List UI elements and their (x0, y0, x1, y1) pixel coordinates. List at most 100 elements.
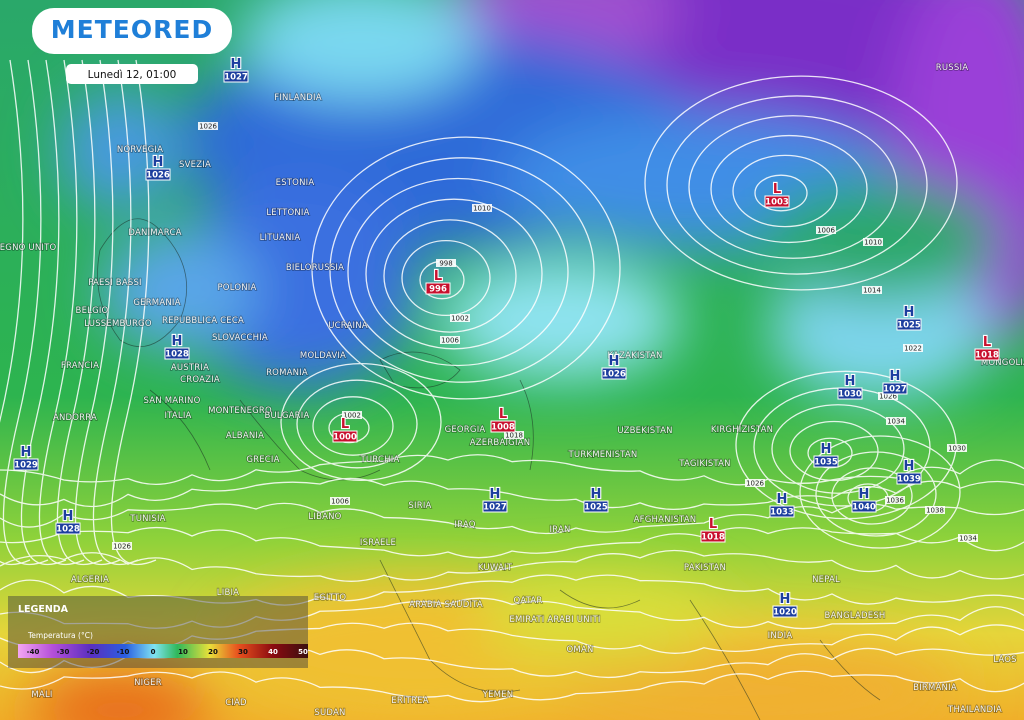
isobar (296, 379, 418, 469)
country-label: LAOS (993, 655, 1016, 665)
isobar (0, 59, 31, 566)
isobar-label: 1014 (863, 287, 881, 295)
country-label: AUSTRIA (171, 363, 209, 373)
country-label: SAN MARINO (143, 396, 200, 406)
isobar-label-box (863, 238, 883, 246)
country-label: ESTONIA (276, 178, 315, 188)
country-label: ALBANIA (226, 431, 264, 441)
isobar-label-box (198, 122, 218, 130)
isobar (312, 396, 394, 456)
country-label: ERITREA (391, 696, 428, 706)
isobar-label-box (436, 259, 456, 267)
pressure-type: H (591, 487, 602, 502)
pressure-value-box (164, 347, 190, 360)
pressure-value-box (145, 168, 171, 181)
temperature-blob (180, 170, 420, 390)
isobar (383, 219, 517, 333)
isobar-label-box (886, 417, 906, 425)
pressure-value-box (813, 455, 839, 468)
country-label: TURCHIA (360, 455, 400, 465)
pressure-type: H (904, 459, 915, 474)
legend-tick-label: 30 (238, 648, 248, 656)
logo: METEORED (51, 15, 213, 44)
isobar (0, 574, 1024, 606)
pressure-value: 1035 (814, 458, 838, 468)
legend-scale (18, 644, 308, 658)
country-label: SIRIA (408, 501, 431, 511)
isobar (0, 597, 1024, 630)
country-label: NIGER (134, 678, 162, 688)
country-label: BULGARIA (264, 411, 309, 421)
country-label: GERMANIA (133, 298, 180, 308)
pressure-value-box (772, 605, 798, 618)
isobar-label: 998 (439, 260, 452, 268)
country-label: BANGLADESH (824, 611, 885, 621)
country-label: KIRGHIZISTAN (711, 425, 773, 435)
pressure-value: 1027 (883, 385, 907, 395)
country-label: MONTENEGRO (208, 406, 272, 416)
pressure-type: L (499, 407, 507, 422)
country-label: REPUBBLICA CECA (162, 316, 244, 326)
pressure-type: H (845, 374, 856, 389)
country-label: SUDAN (314, 708, 345, 718)
pressure-value: 1028 (56, 525, 80, 535)
isobar-label: 1006 (331, 498, 349, 506)
pressure-value-box (13, 458, 39, 471)
isobar (280, 362, 442, 482)
isobar (732, 154, 838, 228)
country-label: INDIA (768, 631, 793, 641)
country-label: NEPAL (812, 575, 840, 585)
isobar (799, 435, 961, 549)
pressure-value: 1026 (602, 370, 626, 380)
pressure-value-box (974, 348, 1000, 361)
country-label: ANDORRA (53, 413, 97, 423)
isobar-label: 1038 (926, 507, 944, 515)
pressure-type: H (890, 369, 901, 384)
legend-tick-label: -30 (57, 648, 70, 656)
isobar-label: 1034 (959, 535, 977, 543)
isobar (0, 622, 1024, 654)
temperature-blob (560, 640, 960, 720)
pressure-type: H (21, 445, 32, 460)
country-label: DANIMARCA (128, 228, 181, 238)
country-label: GEORGIA (445, 425, 486, 435)
legend-ticks: -40 -30 -20 -10 0 10 20 30 40 50 (27, 648, 308, 656)
isobar-label-box (903, 344, 923, 352)
isobar (0, 502, 1024, 535)
isobar (56, 59, 103, 566)
pressure-value-box (583, 500, 609, 513)
pressure-type: H (780, 592, 791, 607)
pressure-type: L (983, 335, 991, 350)
isobar (688, 115, 898, 259)
country-label: BELGIO (76, 306, 109, 316)
isobar (0, 477, 1024, 510)
isobar-label-box (958, 534, 978, 542)
pressure-value-box (482, 500, 508, 513)
isobar (347, 177, 569, 367)
date-box (66, 64, 198, 84)
pressure-value: 1008 (491, 423, 515, 433)
pressure-value-box (55, 522, 81, 535)
temperature-field (30, 0, 1024, 720)
pressure-value: 1028 (165, 350, 189, 360)
country-label: ITALIA (164, 411, 191, 421)
labels: FINLANDIA RUSSIA NORVEGIA SVEZIA ESTONIA LETT… (0, 62, 1024, 719)
country-label: SVEZIA (179, 160, 211, 170)
pressure-centers: H1027H1026H1028L996L1003L1000L1008H1026H… (13, 56, 1000, 618)
isobar (644, 75, 958, 291)
isobar-label-box (330, 497, 350, 505)
temperature-blob (240, 0, 480, 100)
isobar (754, 174, 808, 212)
country-label: LIBANO (308, 512, 341, 522)
isobar-label-box (440, 336, 460, 344)
country-label: EGITTO (314, 593, 347, 603)
country-label: POLONIA (217, 283, 256, 293)
country-label: FINLANDIA (274, 93, 322, 103)
isobar (831, 467, 913, 525)
pressure-value-box (332, 430, 358, 443)
isobar (789, 420, 879, 482)
temperature-blob (480, 580, 720, 660)
country-label: MALI (31, 690, 52, 700)
date: Lunedì 12, 01:00 (88, 69, 177, 81)
